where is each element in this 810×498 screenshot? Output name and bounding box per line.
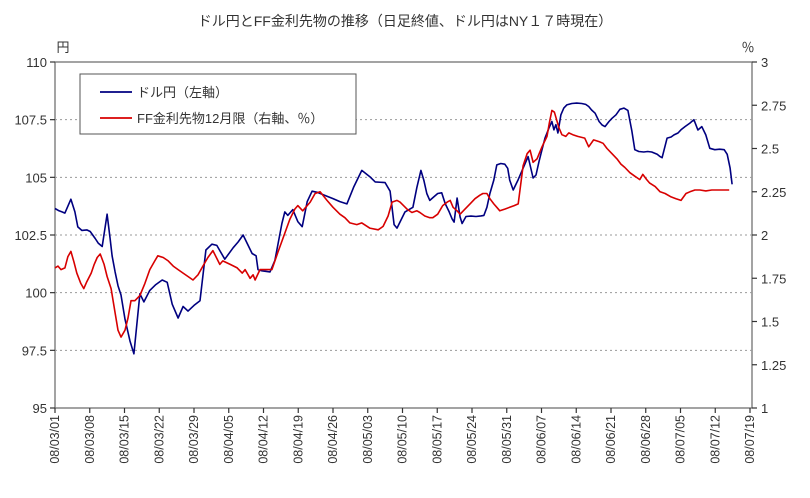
right-axis-tick-label: 2.75 — [761, 98, 786, 113]
legend-item-label: FF金利先物12月限（右軸、％） — [137, 111, 323, 126]
legend-item-label: ドル円（左軸） — [137, 85, 228, 100]
right-axis-tick-label: 3 — [761, 55, 768, 70]
axes: 110 107.5 105 102.5 100 97.5 95 3 2.75 2.5 2.25 2 1.… — [14, 55, 786, 464]
x-axis-tick-label: 08/04/12 — [257, 415, 271, 464]
chart-title: ドル円とFF金利先物の推移（日足終値、ドル円はNY１７時現在） — [198, 13, 613, 29]
left-axis-tick-label: 102.5 — [14, 228, 47, 243]
left-axis-tick-label: 95 — [33, 401, 47, 416]
x-axis-tick-label: 08/07/19 — [743, 415, 757, 464]
left-axis-tick-label: 97.5 — [22, 343, 47, 358]
left-axis-tick-label: 100 — [25, 286, 47, 301]
x-axis-tick-label: 08/07/12 — [708, 415, 722, 464]
right-axis-tick-label: 2.5 — [761, 142, 779, 157]
x-axis-tick-label: 08/05/24 — [465, 415, 479, 464]
x-axis-tick-label: 08/05/31 — [500, 415, 514, 464]
x-axis-tick-label: 08/03/08 — [83, 415, 97, 464]
right-axis-tick-label: 1.5 — [761, 315, 779, 330]
x-axis-tick-label: 08/03/22 — [152, 415, 166, 464]
x-axis-tick-label: 08/04/05 — [222, 415, 236, 464]
left-axis-unit-label: 円 — [56, 40, 69, 55]
x-axis-tick-label: 08/05/10 — [396, 415, 410, 464]
right-axis-tick-label: 2.25 — [761, 185, 786, 200]
x-axis-tick-label: 08/05/17 — [430, 415, 444, 464]
right-axis-tick-label: 1 — [761, 401, 768, 416]
x-axis-tick-label: 08/04/26 — [326, 415, 340, 464]
x-axis-tick-label: 08/06/07 — [535, 415, 549, 464]
left-axis-tick-label: 107.5 — [14, 113, 47, 128]
x-axis-tick-label: 08/03/15 — [118, 415, 132, 464]
right-axis-unit-label: ％ — [741, 40, 754, 55]
left-axis-tick-label: 105 — [25, 170, 47, 185]
data-series — [54, 102, 733, 355]
x-axis-tick-label: 08/07/05 — [674, 415, 688, 464]
x-axis-tick-label: 08/04/19 — [291, 415, 305, 464]
x-axis-tick-label: 08/03/29 — [187, 415, 201, 464]
x-axis-tick-label: 08/06/21 — [604, 415, 618, 464]
x-axis-tick-label: 08/06/14 — [569, 415, 583, 464]
series-line-ff — [54, 109, 730, 338]
x-axis-tick-label: 08/03/01 — [48, 415, 62, 464]
left-axis-tick-label: 110 — [26, 55, 47, 70]
x-axis-tick-label: 08/05/03 — [361, 415, 375, 464]
right-axis-tick-label: 1.25 — [761, 358, 786, 373]
legend: ドル円（左軸） FF金利先物12月限（右軸、％） — [79, 73, 357, 135]
x-axis-tick-label: 08/06/28 — [639, 415, 653, 464]
legend-box — [79, 73, 357, 135]
right-axis-tick-label: 2 — [761, 228, 768, 243]
right-axis-tick-label: 1.75 — [761, 271, 786, 286]
